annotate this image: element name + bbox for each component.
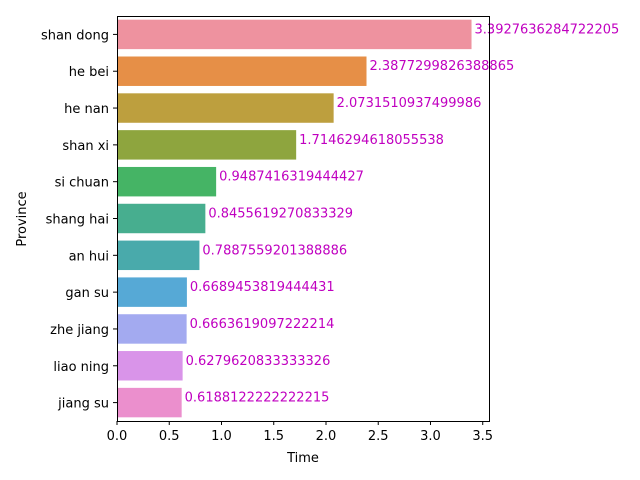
y-tick-label: shan dong (41, 28, 109, 43)
x-tick-label: 3.0 (420, 429, 441, 444)
x-ticks-layer: 0.0 0.5 1.0 1.5 2.0 2.5 3.0 3.5 (107, 421, 493, 444)
data-label-shang-hai: 0.8455619270833329 (208, 207, 353, 222)
data-label-si-chuan: 0.9487416319444427 (219, 170, 364, 185)
x-tick-label: 2.5 (368, 429, 389, 444)
data-labels-layer: 3.3927636284722205 2.3877299826388865 2.07… (185, 22, 620, 405)
bar-an-hui (117, 240, 200, 271)
data-label-an-hui: 0.7887559201388886 (202, 243, 347, 258)
bar-shan-dong (117, 19, 472, 50)
y-tick-label: he bei (69, 65, 109, 80)
bar-shan-xi (117, 130, 297, 160)
x-tick-label: 1.5 (263, 429, 284, 444)
x-axis-title: Time (286, 451, 319, 466)
bar-he-bei (117, 56, 367, 86)
y-tick-label: zhe jiang (50, 323, 109, 338)
y-tick-label: shan xi (62, 139, 109, 154)
bar-shang-hai (117, 203, 206, 234)
x-tick-label: 1.0 (211, 429, 232, 444)
data-label-zhe-jiang: 0.6663619097222214 (190, 317, 335, 332)
y-tick-label: jiang su (57, 397, 109, 412)
data-label-gan-su: 0.6689453819444431 (190, 280, 335, 295)
data-label-shan-dong: 3.3927636284722205 (475, 22, 620, 37)
x-tick-label: 3.5 (472, 429, 493, 444)
bar-si-chuan (117, 166, 217, 197)
y-tick-label: liao ning (53, 360, 109, 375)
y-tick-label: he nan (64, 102, 109, 117)
data-label-jiang-su: 0.6188122222222215 (185, 391, 330, 406)
y-tick-label: gan su (65, 286, 109, 301)
bar-liao-ning (117, 351, 183, 381)
y-axis-title: Province (15, 191, 30, 246)
bars-layer (117, 19, 472, 418)
axes-layer (117, 16, 490, 422)
bar-he-nan (117, 93, 334, 123)
x-tick-label: 0.0 (107, 429, 128, 444)
bar-gan-su (117, 277, 187, 307)
data-label-liao-ning: 0.6279620833333326 (186, 354, 331, 369)
data-label-he-nan: 2.0731510937499986 (337, 96, 482, 111)
x-tick-label: 2.0 (316, 429, 337, 444)
bar-zhe-jiang (117, 314, 187, 344)
bar-jiang-su (117, 387, 182, 418)
y-tick-label: shang hai (46, 213, 109, 228)
data-label-he-bei: 2.3877299826388865 (370, 59, 515, 74)
y-ticks-layer: shan dong he bei he nan shan xi si chuan shan… (41, 28, 117, 412)
x-tick-label: 0.5 (159, 429, 180, 444)
y-tick-label: si chuan (55, 176, 109, 191)
data-label-shan-xi: 1.7146294618055538 (299, 133, 444, 148)
y-tick-label: an hui (69, 249, 109, 264)
